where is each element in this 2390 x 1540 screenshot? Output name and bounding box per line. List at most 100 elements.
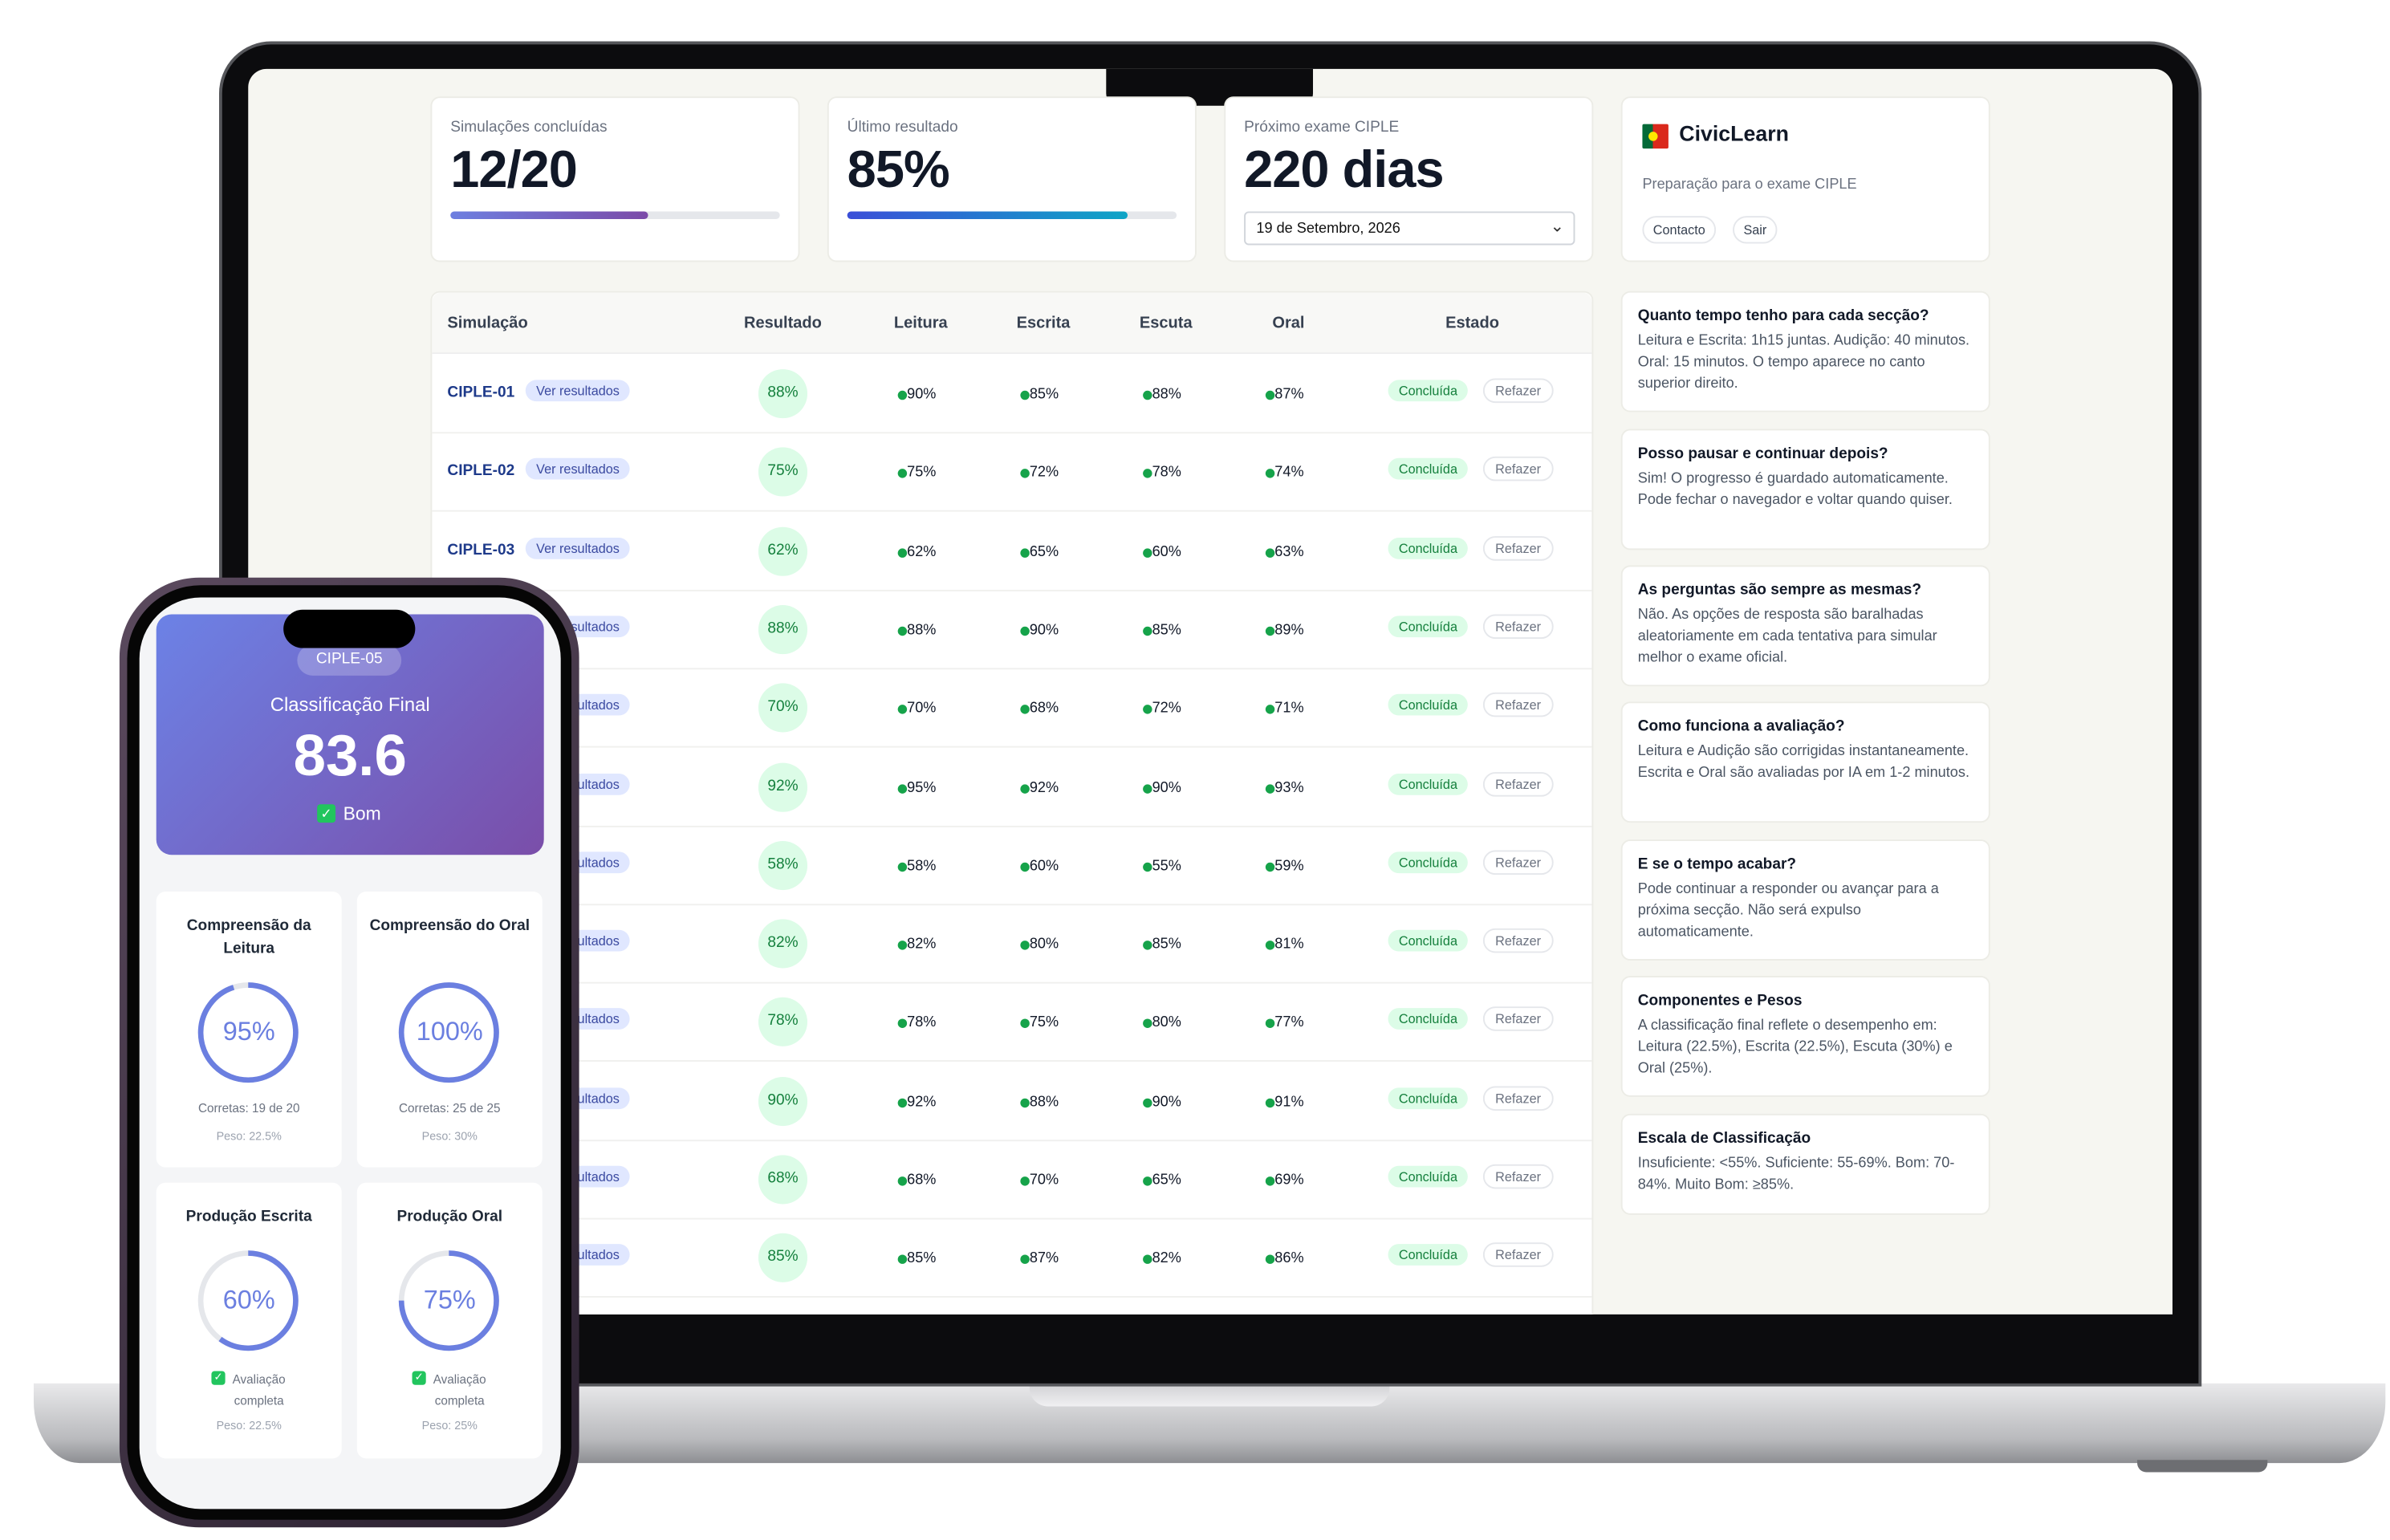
- eval-check: ✓: [412, 1371, 426, 1385]
- score-dot: [1020, 705, 1030, 714]
- status-badge: Concluída: [1388, 694, 1469, 716]
- score-dot: [1020, 862, 1030, 872]
- score-dot: [1143, 783, 1152, 793]
- stat-card: Último resultado 85%: [827, 96, 1197, 262]
- score-value: 85%: [1029, 386, 1059, 404]
- view-results-button[interactable]: Ver resultados: [525, 380, 631, 402]
- header-button[interactable]: Contacto: [1642, 216, 1717, 244]
- table-header-bg: [432, 292, 1592, 354]
- result-badge: 68%: [758, 1155, 808, 1205]
- result-badge: 90%: [758, 1076, 808, 1126]
- redo-button[interactable]: Refazer: [1482, 614, 1554, 639]
- result-badge: 92%: [758, 762, 808, 811]
- correct-count: Corretas: 25 de 25: [399, 1101, 501, 1115]
- result-badge: 75%: [758, 447, 808, 498]
- redo-button[interactable]: Refazer: [1482, 1085, 1554, 1111]
- score-value: 95%: [907, 778, 937, 796]
- view-results-button[interactable]: Ver resultados: [525, 458, 631, 481]
- score-ring: [398, 982, 499, 1083]
- row-divider: [432, 668, 1592, 670]
- simulation-link[interactable]: CIPLE-02: [447, 463, 515, 481]
- score-dot: [1265, 705, 1275, 714]
- score-value: 69%: [1274, 1172, 1304, 1189]
- score-value: 81%: [1274, 936, 1304, 953]
- score-value: 65%: [1029, 542, 1059, 560]
- score-dot: [1265, 862, 1275, 872]
- score-dot: [897, 390, 908, 400]
- stat-card: Próximo exame CIPLE 220 dias 19 de Setembr…: [1224, 96, 1594, 262]
- score-value: 80%: [1029, 936, 1059, 953]
- redo-button[interactable]: Refazer: [1482, 850, 1554, 875]
- row-divider: [432, 1139, 1592, 1141]
- column-header: Estado: [1445, 314, 1499, 333]
- laptop-foot: [2137, 1460, 2268, 1473]
- result-badge: 88%: [758, 369, 808, 419]
- score-value: 90%: [1152, 778, 1181, 796]
- ring-arc: [197, 982, 299, 1083]
- score-value: 78%: [907, 1014, 937, 1032]
- status-badge: Concluída: [1388, 537, 1469, 559]
- score-dot: [897, 941, 908, 950]
- score-value: 82%: [1152, 1250, 1181, 1268]
- redo-button[interactable]: Refazer: [1482, 457, 1554, 482]
- eval-status: Avaliação completa: [433, 1372, 486, 1408]
- faq-answer: Não. As opções de resposta são baralhada…: [1637, 606, 1937, 667]
- redo-button[interactable]: Refazer: [1482, 1006, 1554, 1032]
- score-value: 86%: [1274, 1250, 1304, 1268]
- redo-button[interactable]: Refazer: [1482, 535, 1554, 560]
- faq-question: As perguntas são sempre as mesmas?: [1637, 582, 1922, 599]
- stat-label: Último resultado: [847, 119, 958, 136]
- score-dot: [1143, 626, 1152, 636]
- score-value: 74%: [1274, 464, 1304, 482]
- score-value: 85%: [907, 1250, 937, 1268]
- laptop-notch: [1029, 1383, 1390, 1407]
- score-value: 87%: [1029, 1250, 1059, 1268]
- result-value: 62%: [767, 542, 799, 559]
- component-title: Produção Escrita: [185, 1209, 312, 1226]
- redo-button[interactable]: Refazer: [1482, 378, 1554, 404]
- simulation-link[interactable]: CIPLE-01: [447, 384, 515, 402]
- score-dot: [1265, 547, 1275, 558]
- status-badge: Concluída: [1388, 929, 1469, 952]
- ring-label: 60%: [222, 1285, 275, 1314]
- score-dot: [1265, 390, 1275, 400]
- score-dot: [1143, 705, 1152, 714]
- redo-button[interactable]: Refazer: [1482, 693, 1554, 717]
- result-badge: 85%: [758, 1233, 808, 1283]
- score-value: 71%: [1274, 700, 1304, 717]
- faq-card: As perguntas são sempre as mesmas? Não. A…: [1620, 565, 1990, 687]
- final-title: Classificação Final: [270, 693, 430, 716]
- redo-button[interactable]: Refazer: [1482, 928, 1554, 953]
- weight: Peso: 30%: [421, 1128, 478, 1144]
- ring-label: 95%: [222, 1017, 275, 1046]
- redo-button[interactable]: Refazer: [1482, 1164, 1554, 1189]
- faq-question: Escala de Classificação: [1637, 1130, 1811, 1148]
- score-value: 70%: [907, 700, 937, 717]
- redo-button[interactable]: Refazer: [1482, 1242, 1554, 1268]
- status-badge: Concluída: [1388, 1165, 1469, 1188]
- score-value: 92%: [907, 1093, 937, 1111]
- view-results-button[interactable]: Ver resultados: [525, 537, 631, 559]
- faq-card: Escala de Classificação Insuficiente: <55…: [1620, 1113, 1990, 1215]
- ring-label: 100%: [416, 1017, 483, 1046]
- row-divider: [432, 746, 1592, 748]
- score-value: 89%: [1274, 621, 1304, 639]
- header-button[interactable]: Sair: [1733, 216, 1778, 244]
- column-header: Resultado: [744, 314, 822, 333]
- score-value: 78%: [1152, 464, 1181, 482]
- flag: [1642, 124, 1669, 149]
- weight: Peso: 22.5%: [216, 1418, 282, 1432]
- component-card: Produção Escrita 60% ✓ Avaliação completa Pe…: [156, 1182, 342, 1459]
- faq-answer: Leitura e Audição são corrigidas instant…: [1637, 742, 1970, 782]
- redo-button[interactable]: Refazer: [1482, 771, 1554, 796]
- row-divider: [432, 1296, 1592, 1298]
- score-dot: [1143, 862, 1152, 872]
- score-value: 87%: [1274, 386, 1304, 404]
- score-dot: [897, 1176, 908, 1186]
- ring-arc: [197, 1250, 299, 1351]
- ring-arc: [398, 1250, 499, 1351]
- brand-subtitle: Preparação para o exame CIPLE: [1642, 176, 1857, 193]
- simulation-link[interactable]: CIPLE-03: [447, 542, 515, 559]
- faq-answer: Pode continuar a responder ou avançar pa…: [1637, 880, 1939, 941]
